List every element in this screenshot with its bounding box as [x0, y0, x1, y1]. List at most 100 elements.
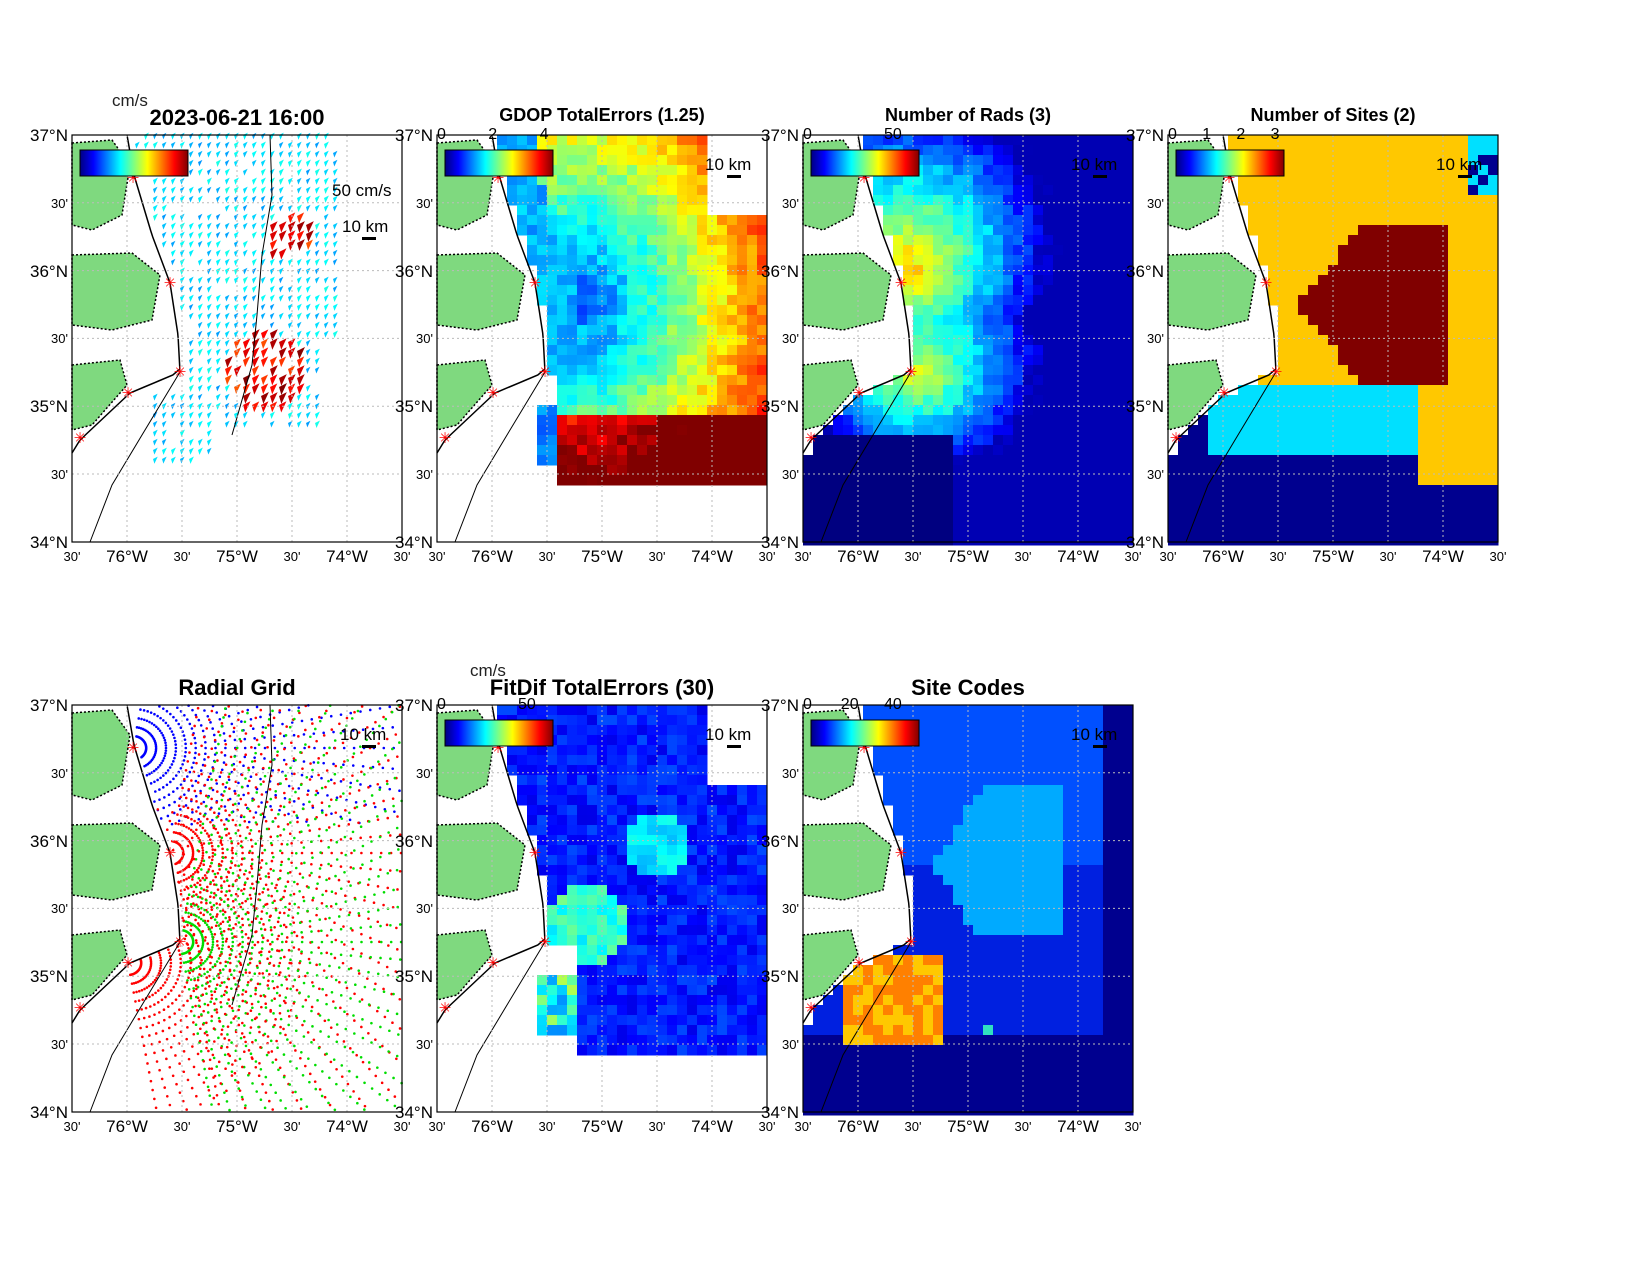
grid-cell	[913, 345, 924, 356]
grid-cell	[1113, 435, 1124, 446]
grid-cell	[893, 375, 904, 386]
grid-cell	[923, 365, 934, 376]
current-vector	[324, 258, 329, 266]
longitude-tick-label: 30'	[428, 549, 446, 564]
grid-cell	[1318, 135, 1329, 146]
grid-cell	[587, 415, 598, 426]
grid-cell	[737, 465, 748, 476]
grid-cell	[1388, 225, 1399, 236]
grid-cell	[1113, 365, 1124, 376]
grid-cell	[1448, 385, 1459, 396]
grid-cell	[647, 285, 658, 296]
grid-cell	[1063, 485, 1074, 496]
grid-cell	[1358, 325, 1369, 336]
current-vector	[324, 321, 329, 329]
radial-grid-point	[199, 861, 203, 865]
radial-grid-point	[193, 789, 197, 793]
grid-cell	[727, 275, 738, 286]
grid-cell	[1248, 485, 1259, 496]
radial-grid-point	[271, 1108, 275, 1111]
current-vector	[297, 258, 302, 266]
grid-cell	[913, 185, 924, 196]
current-vector	[306, 411, 311, 419]
current-vector	[315, 303, 320, 311]
radial-grid-point	[250, 845, 254, 848]
radial-grid-point	[195, 987, 198, 991]
current-vector	[153, 132, 158, 140]
grid-cell	[1318, 285, 1329, 296]
grid-cell	[1083, 225, 1094, 236]
radial-grid-point	[224, 940, 228, 943]
grid-cell	[983, 445, 994, 456]
grid-cell	[863, 395, 874, 406]
grid-cell	[737, 415, 748, 426]
grid-cell	[1428, 455, 1439, 466]
grid-cell	[1448, 325, 1459, 336]
grid-cell	[537, 405, 548, 416]
grid-cell	[1278, 225, 1289, 236]
current-vector	[270, 303, 275, 311]
grid-cell	[757, 235, 768, 246]
radial-grid-point	[194, 779, 198, 783]
radial-grid-point	[246, 784, 250, 788]
radial-grid-point	[332, 730, 335, 734]
grid-cell	[1358, 435, 1369, 446]
grid-cell	[1358, 185, 1369, 196]
radial-grid-point	[308, 778, 312, 781]
radial-grid-point	[274, 796, 278, 799]
grid-cell	[737, 395, 748, 406]
radial-grid-point	[183, 888, 186, 891]
grid-cell	[953, 305, 964, 316]
grid-cell	[1318, 295, 1329, 306]
radial-grid-point	[218, 868, 221, 871]
current-vector	[225, 348, 230, 356]
longitude-tick-label: 30'	[173, 549, 191, 564]
current-vector	[216, 222, 221, 230]
colorbar-tick-label: 0	[1168, 126, 1177, 143]
radial-grid-point	[195, 941, 198, 945]
current-vector	[234, 249, 239, 257]
grid-cell	[1378, 315, 1389, 326]
current-vector	[207, 186, 212, 194]
grid-cell	[527, 205, 538, 216]
grid-cell	[677, 275, 688, 286]
grid-cell	[577, 185, 588, 196]
current-vector	[243, 411, 248, 419]
grid-cell	[1258, 415, 1269, 426]
grid-cell	[617, 245, 628, 256]
grid-cell	[1113, 235, 1124, 246]
current-vector	[306, 141, 311, 149]
grid-cell	[1468, 145, 1479, 156]
radial-grid-point	[163, 738, 167, 742]
grid-cell	[1478, 295, 1489, 306]
grid-cell	[667, 135, 678, 146]
grid-cell	[863, 465, 874, 476]
radial-grid-point	[320, 776, 323, 780]
grid-cell	[697, 145, 708, 156]
grid-cell	[883, 215, 894, 226]
grid-cell	[737, 345, 748, 356]
grid-cell	[657, 135, 668, 146]
grid-cell	[1428, 285, 1439, 296]
grid-cell	[757, 465, 768, 476]
radial-grid-point	[257, 743, 261, 746]
radial-grid-point	[270, 859, 274, 863]
current-vector	[243, 195, 248, 203]
grid-cell	[923, 375, 934, 386]
radial-grid-point	[187, 827, 191, 830]
grid-cell	[1053, 325, 1064, 336]
current-vector	[198, 303, 203, 311]
grid-cell	[1408, 355, 1419, 366]
grid-cell	[1388, 365, 1399, 376]
grid-cell	[943, 275, 954, 286]
grid-cell	[1103, 255, 1114, 266]
current-vector	[297, 186, 302, 194]
current-vector	[261, 312, 266, 320]
grid-cell	[1338, 345, 1349, 356]
grid-cell	[883, 135, 894, 146]
radial-grid-point	[197, 817, 201, 821]
grid-cell	[657, 315, 668, 326]
radial-grid-point	[315, 789, 318, 793]
radial-grid-point	[194, 751, 197, 755]
latitude-tick-label: 30'	[416, 467, 433, 482]
